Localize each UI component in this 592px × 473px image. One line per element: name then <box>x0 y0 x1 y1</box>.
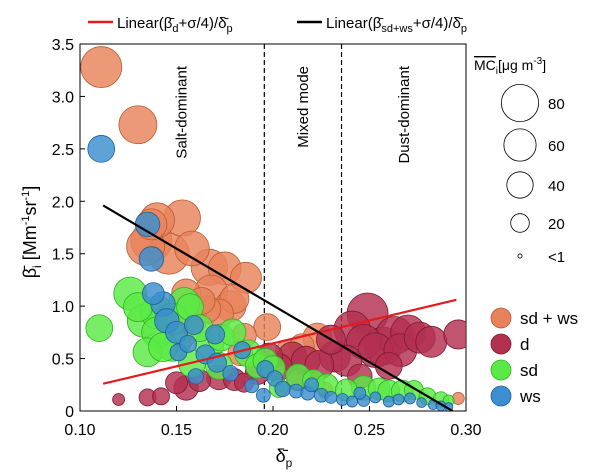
data-point <box>374 352 403 380</box>
region-label: Dust-dominant <box>396 65 413 163</box>
data-point <box>415 325 448 358</box>
series-legend-swatch <box>490 307 512 329</box>
y-axis: 0 0.5 1.0 1.5 2.0 2.5 3.0 3.5 <box>52 37 85 421</box>
data-point <box>80 46 123 88</box>
fit-lines <box>102 204 457 411</box>
fit-line <box>102 204 454 411</box>
size-legend-circle <box>506 171 534 199</box>
size-legend-label: 20 <box>548 216 565 233</box>
size-legend-circle <box>510 213 530 233</box>
size-legend-label: 60 <box>548 138 565 155</box>
data-point <box>179 335 197 353</box>
y-tick-label: 2.0 <box>52 194 74 211</box>
fit-line <box>102 298 457 385</box>
size-legend-circle <box>500 83 540 123</box>
size-legend-label: <1 <box>548 249 565 266</box>
data-point <box>382 395 395 408</box>
y-tick-label: 1.0 <box>52 299 74 316</box>
data-point <box>134 211 161 238</box>
legend-label-linear-d: Linear(β̄d+σ/4)/δ̄p <box>117 15 233 35</box>
y-tick-label: 1.5 <box>52 247 74 264</box>
series-legend: sd + ws d sd ws <box>490 307 578 407</box>
size-legend-circle <box>503 128 537 162</box>
data-point <box>187 368 204 385</box>
y-tick-label: 0.5 <box>52 352 74 369</box>
size-legend: MCi[μg m-3] 80 60 40 20 <1 <box>474 56 565 266</box>
data-point <box>138 246 165 272</box>
data-point <box>304 377 319 393</box>
y-axis-title: β̄i [Mm-1sr-1] <box>20 186 44 279</box>
x-tick-label: 0.25 <box>354 422 385 439</box>
series-legend-swatch <box>490 385 512 407</box>
data-point <box>152 387 170 406</box>
data-point <box>118 105 158 145</box>
x-tick-label: 0.15 <box>161 422 192 439</box>
x-axis: 0.10 0.15 0.20 0.25 0.30 <box>64 406 482 439</box>
data-point <box>274 380 291 398</box>
region-labels: Salt-dominant Mixed mode Dust-dominant <box>173 65 413 163</box>
data-point <box>253 313 282 341</box>
y-tick-label: 0 <box>65 404 74 421</box>
data-point <box>443 319 466 350</box>
data-points <box>80 46 466 411</box>
x-tick-label: 0.30 <box>450 422 481 439</box>
series-legend-label: sd <box>520 361 538 380</box>
y-tick-label: 3.5 <box>52 37 74 54</box>
data-point <box>324 390 338 404</box>
x-axis-title: δ̄p <box>276 446 293 470</box>
size-legend-label: 80 <box>548 96 565 113</box>
data-point <box>183 315 204 335</box>
data-point <box>87 135 116 163</box>
data-point <box>85 314 114 342</box>
data-point <box>141 282 165 305</box>
data-point <box>244 378 260 394</box>
series-legend-label: d <box>520 335 529 354</box>
data-point <box>416 397 427 408</box>
data-point <box>165 371 188 395</box>
series-legend-label: sd + ws <box>520 309 578 328</box>
series-legend-swatch <box>490 333 512 355</box>
data-point <box>404 392 416 405</box>
x-tick-label: 0.20 <box>257 422 288 439</box>
fit-line-legend: Linear(β̄d+σ/4)/δ̄p Linear(β̄sd+ws+σ/4)/… <box>88 15 467 35</box>
region-label: Salt-dominant <box>173 65 190 158</box>
size-legend-circle <box>517 253 523 259</box>
legend-label-linear-sdws: Linear(β̄sd+ws+σ/4)/δ̄p <box>326 15 467 35</box>
y-tick-label: 3.0 <box>52 89 74 106</box>
data-point <box>346 395 359 408</box>
region-label: Mixed mode <box>295 66 312 148</box>
data-point <box>392 393 405 406</box>
x-tick-label: 0.10 <box>64 422 95 439</box>
data-point <box>205 324 225 345</box>
series-legend-label: ws <box>519 387 541 406</box>
data-point <box>222 365 239 382</box>
data-point <box>369 391 382 404</box>
series-legend-swatch <box>490 359 512 381</box>
size-legend-label: 40 <box>548 178 565 195</box>
data-point <box>174 230 210 267</box>
data-point <box>112 393 126 406</box>
data-point <box>353 386 367 400</box>
data-point <box>256 387 271 403</box>
y-tick-label: 2.5 <box>52 142 74 159</box>
size-legend-title: MCi[μg m-3] <box>474 56 546 77</box>
